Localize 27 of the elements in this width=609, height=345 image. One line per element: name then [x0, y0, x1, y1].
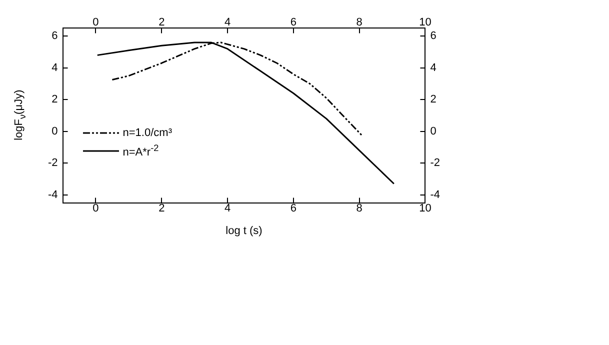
- x-tick-label: 4: [224, 202, 231, 214]
- x2-tick-label: 0: [92, 16, 99, 29]
- y-tick-label: 0: [52, 125, 58, 138]
- legend-label: n=A*r$^{-2}$: [122, 143, 159, 160]
- x2-tick-label: 8: [356, 16, 362, 29]
- x-axis-title: log t (s): [224, 225, 264, 237]
- y-tick-label: 6: [52, 30, 58, 42]
- y2-tick-label: -2: [430, 157, 440, 170]
- x2-tick-label: 2: [158, 16, 165, 29]
- y2-tick-label: 4: [430, 62, 436, 74]
- x-tick-label: 8: [356, 202, 362, 214]
- x2-tick-label: 6: [290, 16, 296, 29]
- x2-tick-label: 10: [419, 16, 432, 29]
- y-tick-label: 4: [52, 62, 58, 74]
- y2-tick-label: -4: [430, 188, 440, 201]
- y-tick-label: -2: [48, 157, 58, 170]
- x-tick-label: 0: [92, 202, 99, 214]
- legend-label: n=1.0/cm³: [122, 127, 172, 140]
- y2-tick-label: 0: [430, 125, 436, 138]
- x-tick-label: 10: [419, 202, 432, 214]
- y2-tick-label: 6: [430, 30, 436, 42]
- x2-tick-label: 4: [224, 16, 231, 29]
- x-tick-label: 2: [158, 202, 165, 214]
- y-tick-label: -4: [48, 188, 58, 201]
- y2-tick-label: 2: [430, 94, 436, 106]
- x-tick-label: 6: [290, 202, 296, 214]
- y-tick-label: 2: [52, 94, 58, 106]
